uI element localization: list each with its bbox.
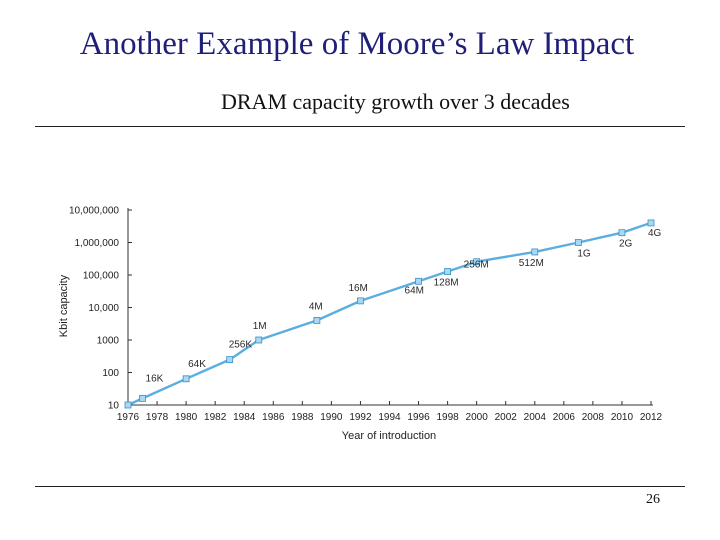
x-tick-label: 2012: [640, 412, 663, 423]
x-tick-label: 2000: [466, 412, 489, 423]
series-line: [127, 221, 652, 407]
x-tick-label: 1996: [407, 412, 430, 423]
data-point-marker: [415, 277, 422, 285]
y-axis-title: Kbit capacity: [58, 274, 70, 337]
x-tick-label: 1986: [262, 412, 285, 423]
data-point-label: 512M: [519, 258, 544, 269]
data-point-marker: [313, 317, 321, 324]
data-point-label: 4M: [309, 301, 323, 312]
y-tick-label: 10,000: [88, 303, 119, 314]
y-tick-label: 1000: [97, 336, 120, 347]
data-point-marker: [444, 268, 452, 275]
data-point-label: 64M: [405, 285, 424, 296]
x-tick-label: 1982: [204, 412, 227, 423]
bottom-divider: [35, 486, 685, 487]
x-tick-label: 2008: [582, 412, 605, 423]
data-point-label: 256K: [229, 340, 253, 351]
data-point-marker: [357, 297, 364, 305]
x-tick-label: 2004: [524, 412, 547, 423]
x-tick-label: 2006: [553, 412, 576, 423]
y-tick-label: 1,000,000: [75, 238, 120, 249]
x-tick-label: 2002: [495, 412, 518, 423]
x-tick-label: 2010: [611, 412, 634, 423]
x-tick-label: 1990: [320, 412, 343, 423]
data-point-label: 128M: [434, 278, 459, 289]
data-point-label: 256M: [464, 260, 489, 271]
x-tick-label: 1978: [146, 412, 169, 423]
data-point-label: 16M: [348, 283, 367, 294]
x-tick-label: 1994: [378, 412, 401, 423]
top-divider: [35, 126, 685, 127]
y-tick-label: 100: [102, 368, 119, 379]
data-point-label: 16K: [146, 373, 164, 384]
data-point-marker: [574, 239, 582, 246]
data-point-marker: [255, 336, 263, 344]
chart-axes: 10 100 1000 10,000 100,000 1,000,000 10,000,00…: [69, 206, 663, 424]
data-point-marker: [139, 394, 146, 402]
x-tick-label: 1992: [349, 412, 372, 423]
x-axis-title: Year of introduction: [342, 430, 436, 442]
y-tick-label: 10: [108, 401, 120, 412]
page-number: 26: [646, 492, 660, 507]
data-point-marker: [473, 258, 481, 266]
data-point-label: 4G: [648, 228, 662, 239]
data-point-marker: [531, 248, 539, 256]
data-point-label: 2G: [619, 239, 633, 250]
x-tick-label: 1998: [436, 412, 459, 423]
data-point-marker: [647, 219, 655, 227]
chart-series: [124, 219, 655, 409]
x-tick-label: 1984: [233, 412, 256, 423]
data-point-marker: [124, 401, 132, 409]
data-point-marker: [226, 356, 234, 363]
slide-subtitle: DRAM capacity growth over 3 decades: [221, 89, 570, 114]
slide-title: Another Example of Moore’s Law Impact: [79, 26, 635, 62]
y-tick-label: 100,000: [83, 271, 120, 282]
data-point-label: 1G: [577, 249, 591, 260]
data-point-label: 1M: [253, 321, 267, 332]
x-tick-label: 1988: [291, 412, 314, 423]
y-tick-label: 10,000,000: [69, 206, 119, 217]
data-point-label: 64K: [188, 359, 206, 370]
x-tick-label: 1980: [175, 412, 198, 423]
x-tick-label: 1976: [117, 412, 140, 423]
data-point-marker: [182, 375, 190, 383]
data-point-marker: [618, 229, 626, 237]
